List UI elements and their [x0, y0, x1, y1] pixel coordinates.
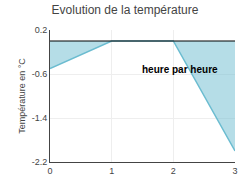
- svg-text:3: 3: [232, 166, 237, 176]
- svg-text:Température en °C: Température en °C: [17, 58, 27, 134]
- svg-text:-2.2: -2.2: [32, 157, 48, 167]
- svg-text:Evolution de la température: Evolution de la température: [52, 3, 199, 17]
- svg-text:0.2: 0.2: [35, 25, 48, 35]
- svg-text:-0.6: -0.6: [32, 69, 48, 79]
- svg-text:1: 1: [109, 166, 114, 176]
- svg-text:heure par heure: heure par heure: [142, 64, 218, 75]
- svg-text:-1.4: -1.4: [32, 113, 48, 123]
- svg-text:0: 0: [47, 166, 52, 176]
- svg-text:2: 2: [171, 166, 176, 176]
